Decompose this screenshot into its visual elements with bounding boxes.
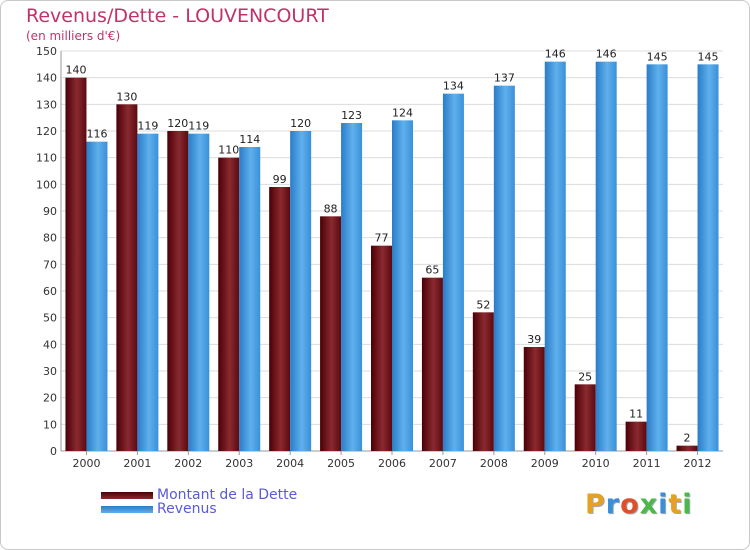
bar-revenue [188, 133, 210, 451]
bar-revenue [341, 123, 363, 451]
x-tick-label: 2010 [582, 457, 610, 470]
value-label-debt: 2 [684, 432, 691, 445]
legend-item-revenue: Revenus [101, 501, 217, 517]
bar-revenue [595, 61, 617, 452]
x-tick-label: 2005 [327, 457, 355, 470]
value-label-revenue: 137 [494, 72, 515, 85]
y-tick-label: 110 [36, 152, 57, 165]
proxiti-logo: Proxiti [585, 489, 693, 520]
value-label-revenue: 114 [239, 133, 260, 146]
value-label-revenue: 119 [188, 120, 209, 133]
bar-revenue [697, 64, 719, 452]
bar-debt [472, 312, 494, 451]
value-label-debt: 99 [273, 173, 287, 186]
labels: 0 10 20 30 40 50 60 70 80 90 100 110 120 130 140 150 200… [36, 45, 719, 470]
x-tick-label: 2007 [429, 457, 457, 470]
y-tick-label: 30 [43, 365, 57, 378]
bar-debt [676, 445, 698, 451]
chart-title: Revenus/Dette - LOUVENCOURT [26, 5, 329, 27]
chart-subtitle: (en milliers d'€) [26, 29, 121, 43]
bar-debt [421, 277, 443, 451]
legend-swatch-debt [101, 491, 153, 499]
legend-label-debt: Montant de la Dette [157, 487, 298, 503]
x-tick-label: 2008 [480, 457, 508, 470]
bar-debt [116, 104, 138, 451]
value-label-debt: 130 [116, 90, 137, 103]
y-tick-label: 90 [43, 205, 57, 218]
y-tick-label: 130 [36, 98, 57, 111]
y-tick-label: 120 [36, 125, 57, 138]
value-label-debt: 11 [629, 408, 643, 421]
bar-debt [371, 245, 392, 451]
bar-revenue [392, 120, 413, 451]
value-label-debt: 88 [324, 202, 338, 215]
y-tick-label: 150 [36, 45, 57, 58]
value-label-revenue: 119 [137, 120, 158, 133]
bar-debt [218, 157, 240, 451]
y-tick-label: 140 [36, 72, 57, 85]
bar-debt [167, 131, 189, 451]
value-label-debt: 120 [167, 117, 188, 130]
x-tick-label: 2001 [123, 457, 151, 470]
value-label-revenue: 145 [647, 50, 668, 63]
y-tick-label: 50 [43, 312, 57, 325]
value-label-revenue: 120 [290, 117, 311, 130]
legend-swatch-revenue [101, 505, 153, 513]
value-label-revenue: 145 [698, 50, 719, 63]
x-tick-label: 2011 [633, 457, 661, 470]
value-label-revenue: 123 [341, 109, 362, 122]
value-label-debt: 52 [476, 298, 490, 311]
bar-debt [65, 77, 87, 452]
x-tick-label: 2003 [225, 457, 253, 470]
bar-revenue [290, 131, 312, 451]
x-tick-label: 2006 [378, 457, 406, 470]
y-tick-label: 0 [50, 445, 57, 458]
legend-item-debt: Montant de la Dette [101, 487, 297, 503]
bar-revenue [239, 147, 261, 451]
value-label-debt: 65 [425, 264, 439, 277]
legend-label-revenue: Revenus [157, 501, 217, 517]
x-tick-label: 2009 [531, 457, 559, 470]
value-label-debt: 25 [578, 370, 592, 383]
bar-revenue [86, 141, 108, 451]
y-tick-label: 20 [43, 392, 57, 405]
bar-debt [269, 187, 291, 451]
x-tick-label: 2002 [174, 457, 202, 470]
value-label-revenue: 146 [596, 48, 617, 61]
value-label-debt: 110 [218, 144, 239, 157]
value-label-revenue: 124 [392, 106, 413, 119]
x-tick-label: 2000 [72, 457, 100, 470]
bar-revenue [137, 133, 159, 451]
bar-revenue [493, 85, 515, 452]
bar-debt [625, 421, 647, 451]
value-label-debt: 140 [65, 64, 86, 77]
y-tick-label: 70 [43, 258, 57, 271]
value-label-revenue: 146 [545, 48, 566, 61]
value-label-debt: 39 [527, 333, 541, 346]
bar-revenue [442, 93, 464, 452]
y-tick-label: 10 [43, 418, 57, 431]
y-tick-label: 100 [36, 178, 57, 191]
x-tick-label: 2012 [684, 457, 712, 470]
value-label-revenue: 116 [86, 128, 107, 141]
x-tick-label: 2004 [276, 457, 304, 470]
value-label-debt: 77 [375, 232, 389, 245]
value-label-revenue: 134 [443, 80, 464, 93]
bar-debt [523, 347, 545, 451]
bar-revenue [646, 64, 668, 452]
bar-debt [574, 384, 596, 451]
y-tick-label: 60 [43, 285, 57, 298]
bars [65, 61, 719, 452]
bar-debt [320, 216, 342, 451]
y-tick-label: 80 [43, 232, 57, 245]
y-tick-label: 40 [43, 338, 57, 351]
bar-revenue [544, 61, 566, 452]
